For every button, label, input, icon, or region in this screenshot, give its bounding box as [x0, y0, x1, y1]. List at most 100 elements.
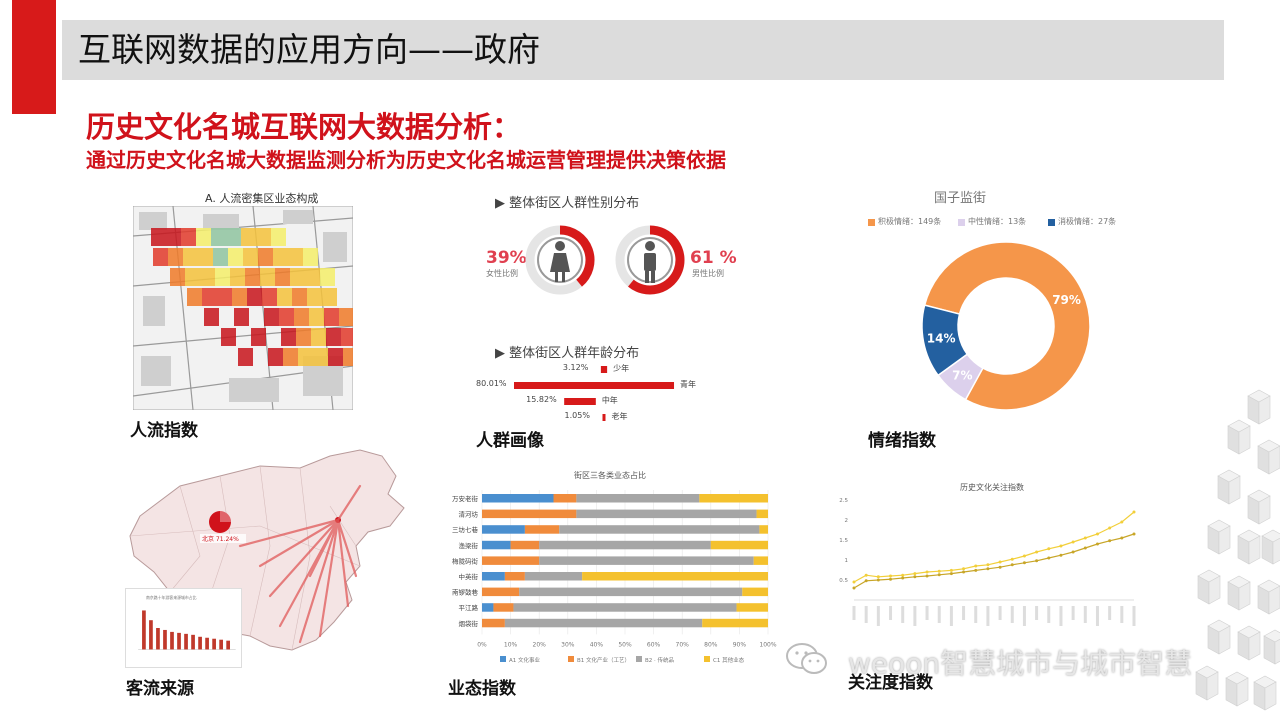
- attention-point: [1010, 563, 1014, 567]
- stack-segment: [759, 525, 768, 534]
- attention-point: [889, 574, 893, 578]
- male-label: 男性比例: [692, 269, 724, 278]
- attention-point: [864, 579, 868, 583]
- attention-point: [1108, 526, 1112, 530]
- attention-point: [1083, 546, 1087, 550]
- x-tick-label: 70%: [676, 641, 690, 648]
- attention-point: [913, 572, 917, 576]
- stack-segment: [504, 572, 525, 581]
- heat-cell: [273, 248, 288, 266]
- gender-chart-title: ▶ 整体街区人群性别分布: [495, 196, 640, 211]
- stack-segment: [742, 587, 768, 597]
- heatmap-figure: [133, 206, 353, 410]
- attention-point: [876, 575, 880, 579]
- attention-point: [1071, 550, 1075, 554]
- flow-line: [298, 518, 340, 644]
- stack-segment: [710, 540, 768, 550]
- stack-segment: [582, 572, 768, 581]
- flow-line: [268, 518, 340, 598]
- heat-cell: [262, 288, 277, 306]
- label-origin: 客流来源: [126, 679, 194, 699]
- female-figure-icon: [550, 241, 570, 282]
- inset-bar: [205, 637, 209, 650]
- heat-cell: [213, 248, 228, 266]
- wechat-icon: [786, 643, 827, 674]
- heat-cell: [343, 348, 353, 366]
- attention-point: [949, 568, 953, 572]
- heat-cell: [324, 308, 339, 326]
- stack-segment: [539, 540, 711, 550]
- legend-label: 消极情绪：27条: [1058, 217, 1117, 226]
- y-tick-label: 1.5: [839, 538, 848, 544]
- heat-cell: [226, 228, 241, 246]
- age-bars: [514, 366, 675, 421]
- attention-point: [1035, 559, 1039, 563]
- gender-ring-arc: [559, 225, 595, 287]
- heat-cell: [281, 328, 296, 346]
- attention-point: [937, 573, 941, 577]
- stack-segment: [699, 494, 768, 503]
- heat-cell: [292, 288, 307, 306]
- heat-cell: [260, 268, 275, 286]
- heat-cell: [211, 228, 226, 246]
- y-tick-label: 万安老街: [452, 494, 479, 503]
- male-ring: [615, 225, 685, 295]
- stack-segment: [482, 603, 494, 612]
- stack-segment: [524, 572, 583, 581]
- attention-point: [962, 567, 966, 571]
- legend-swatch: [704, 656, 710, 662]
- attention-point: [1010, 557, 1014, 561]
- stack-segment: [482, 618, 505, 628]
- inset-bar: [226, 640, 231, 650]
- age-value-label: 80.01%: [476, 379, 507, 388]
- attention-point: [852, 580, 856, 584]
- donut-slice: [923, 241, 1091, 411]
- heat-cell: [153, 248, 168, 266]
- stack-segment: [519, 587, 743, 597]
- subheadline: 通过历史文化名城大数据监测分析为历史文化名城运营管理提供决策依据: [86, 148, 726, 172]
- flow-line: [336, 518, 358, 578]
- attention-point: [925, 574, 929, 578]
- stack-segment: [753, 556, 768, 565]
- attention-line-chart: 历史文化关注指数 0.5 1 1.5 2 2.5: [836, 474, 1146, 658]
- attention-point: [1120, 536, 1124, 540]
- x-tick-label: 60%: [647, 641, 661, 648]
- heat-cell: [256, 228, 271, 246]
- flow-line: [258, 518, 340, 568]
- emotion-legend: 积极情绪：149条 中性情绪：13条 消极情绪：27条: [868, 216, 1168, 230]
- heat-cell: [326, 328, 341, 346]
- age-bar: [602, 414, 606, 421]
- heat-cell: [238, 348, 253, 366]
- legend-label: B2 · 传统品: [645, 656, 675, 664]
- inset-bar: [191, 634, 195, 650]
- heatmap-title: A. 人流密集区业态构成: [205, 192, 319, 205]
- y-tick-label: 梅陇码街: [452, 556, 479, 565]
- stack-segment: [559, 525, 760, 534]
- label-flow-index: 人流指数: [130, 421, 198, 441]
- attention-point: [1059, 544, 1063, 548]
- female-percent: 39%: [486, 248, 527, 268]
- accent-bar: [12, 0, 56, 114]
- stack-segment: [510, 540, 540, 550]
- emotion-chart-title: 国子监街: [934, 191, 987, 206]
- y-tick-label: 平江路: [459, 603, 479, 612]
- attention-point: [1047, 556, 1051, 560]
- x-tick-label: 20%: [533, 641, 547, 648]
- y-tick-label: 清河坊: [459, 510, 479, 519]
- attention-point: [889, 577, 893, 581]
- attention-point: [1071, 540, 1075, 544]
- headline: 历史文化名城互联网大数据分析：: [86, 110, 522, 144]
- attention-point: [864, 573, 868, 577]
- age-bar: [600, 366, 608, 373]
- stack-segment: [482, 509, 577, 519]
- x-tick-label: 10%: [504, 641, 518, 648]
- heat-cell: [296, 328, 311, 346]
- heat-cell: [279, 308, 294, 326]
- heat-cell: [322, 288, 337, 306]
- legend-label: 积极情绪：149条: [878, 217, 942, 226]
- gender-rings: [525, 225, 685, 295]
- svg-text:北京 71.24%: 北京 71.24%: [202, 535, 239, 543]
- stack-segment: [736, 603, 768, 612]
- heat-cell: [200, 268, 215, 286]
- donut-value-label: 14%: [927, 331, 956, 345]
